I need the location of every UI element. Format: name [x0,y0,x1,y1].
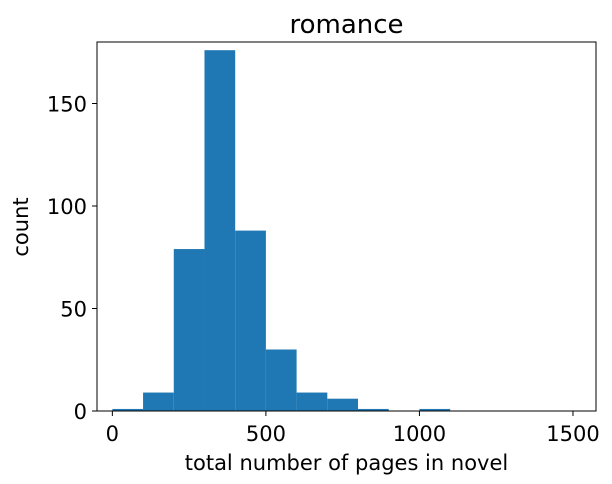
histogram-bar [265,349,297,411]
histogram-bar [235,230,266,411]
plot-frame [96,41,597,412]
bars-layer [112,50,451,411]
histogram-bar [112,408,144,411]
y-tick-label: 100 [47,195,87,219]
y-tick-label: 50 [60,298,87,322]
histogram-bar [327,398,359,411]
histogram-bar [419,408,451,411]
x-axis-label: total number of pages in novel [185,451,508,475]
y-tick-label: 0 [74,400,87,424]
histogram-bar [358,408,389,411]
chart-title: romance [289,10,403,40]
x-tick-label: 1000 [393,422,446,446]
histogram-bar [296,392,328,411]
histogram-bar [204,50,236,411]
x-tick-label: 500 [246,422,286,446]
histogram-bar [143,392,174,411]
ticks-layer: 0 500 1000 1500 0 50 100 150 [47,93,600,447]
x-tick-label: 0 [106,422,119,446]
x-tick-label: 1500 [546,422,599,446]
histogram-bar [173,249,205,411]
y-axis-label: count [9,197,33,256]
y-tick-label: 150 [47,93,87,117]
